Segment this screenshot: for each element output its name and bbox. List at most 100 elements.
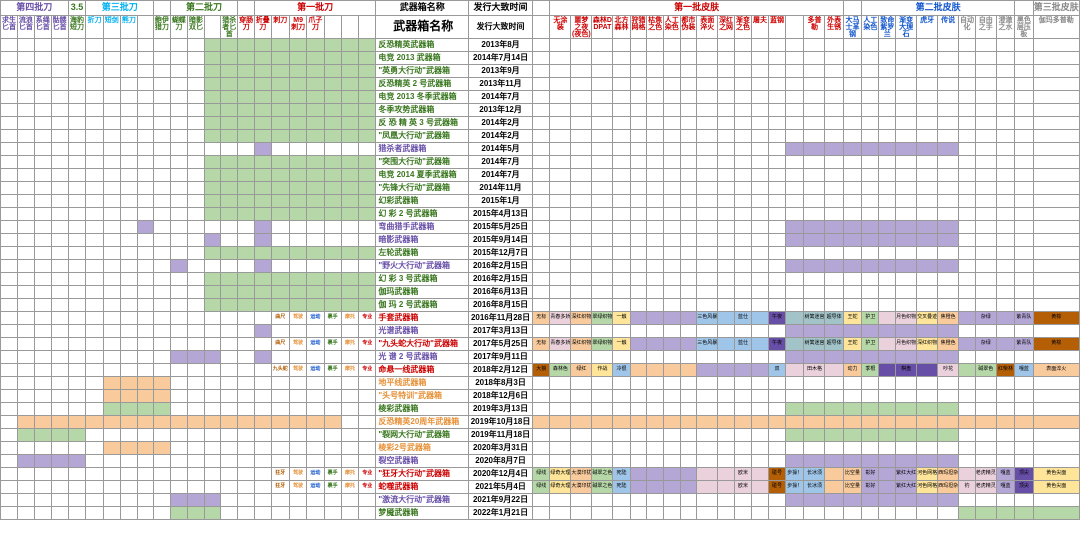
skin-cell — [975, 390, 996, 403]
skin-cell — [786, 52, 804, 65]
case-name-cell: "先锋大行动"武器箱 — [376, 182, 469, 195]
knife-cell — [1, 78, 18, 91]
knife-cell — [170, 260, 187, 273]
skin-cell — [613, 234, 630, 247]
skin-cell — [1033, 117, 1079, 130]
skin-cell — [1015, 195, 1033, 208]
case-name-cell: 梦魇武器箱 — [376, 507, 469, 520]
skin-cell — [571, 169, 592, 182]
knife-cell — [68, 247, 86, 260]
knife-cell — [187, 481, 204, 494]
skin-column-header: 森林DDPAT — [592, 16, 613, 39]
knife-cell — [359, 143, 376, 156]
knife-cell — [138, 91, 154, 104]
skin-cell — [718, 247, 735, 260]
knife-cell — [238, 338, 255, 351]
skin-cell: 绿奇大理 — [550, 481, 571, 494]
knife-cell — [103, 273, 120, 286]
skin-cell: 三色风暴 — [697, 312, 718, 325]
knife-cell — [68, 91, 86, 104]
knife-cell — [17, 481, 34, 494]
skin-cell — [663, 117, 680, 130]
skin-cell — [718, 182, 735, 195]
skin-cell — [550, 403, 571, 416]
skin-cell — [571, 234, 592, 247]
knife-cell — [341, 169, 358, 182]
knife-cell — [359, 117, 376, 130]
knife-cell — [86, 416, 103, 429]
skin-cell — [533, 403, 550, 416]
knife-cell — [170, 39, 187, 52]
knife-cell — [51, 234, 68, 247]
skin-cell — [592, 221, 613, 234]
skin-cell — [959, 442, 976, 455]
knife-cell — [205, 455, 221, 468]
skin-cell — [938, 351, 959, 364]
knife-cell — [103, 416, 120, 429]
knife-cell — [154, 468, 171, 481]
knife-cell — [51, 65, 68, 78]
skin-cell — [752, 247, 769, 260]
skin-cell — [571, 143, 592, 156]
knife-cell — [254, 468, 271, 481]
skin-cell — [896, 507, 917, 520]
knife-cell — [17, 351, 34, 364]
skin-cell — [843, 221, 861, 234]
skin-cell — [959, 351, 976, 364]
knife-cell: 摩托 — [341, 312, 358, 325]
knife-cell — [289, 260, 306, 273]
skin-cell — [718, 390, 735, 403]
skin-cell — [663, 403, 680, 416]
date-cell: 2013年12月 — [469, 104, 533, 117]
knife-cell — [254, 78, 271, 91]
skin-cell — [752, 351, 769, 364]
skin-cell — [786, 104, 804, 117]
skin-cell — [768, 286, 785, 299]
skin-column-header: 都市伪装 — [680, 16, 697, 39]
knife-cell — [154, 78, 171, 91]
knife-cell — [120, 442, 137, 455]
knife-cell: 专业 — [359, 481, 376, 494]
skin-cell — [917, 286, 938, 299]
skin-cell — [630, 390, 647, 403]
skin-cell — [879, 442, 896, 455]
skin-cell — [879, 104, 896, 117]
skin-cell — [804, 117, 825, 130]
knife-cell — [221, 403, 238, 416]
skin-cell — [825, 78, 843, 91]
skin-cell — [804, 260, 825, 273]
knife-cell — [34, 507, 51, 520]
knife-cell — [86, 78, 103, 91]
knife-cell — [1, 104, 18, 117]
skin-cell — [592, 52, 613, 65]
skin-cell — [843, 52, 861, 65]
knife-cell — [205, 286, 221, 299]
knife-cell — [51, 468, 68, 481]
skin-cell — [996, 338, 1014, 351]
skin-cell — [975, 221, 996, 234]
knife-cell — [51, 403, 68, 416]
skin-cell — [630, 78, 647, 91]
knife-cell — [359, 299, 376, 312]
knife-cell — [271, 208, 289, 221]
knife-cell — [187, 299, 204, 312]
skin-cell — [879, 182, 896, 195]
knife-cell — [17, 182, 34, 195]
skin-cell — [804, 52, 825, 65]
knife-cell — [359, 91, 376, 104]
knife-cell — [154, 364, 171, 377]
skin-cell — [647, 442, 664, 455]
skin-cell — [786, 442, 804, 455]
skin-cell — [768, 403, 785, 416]
knife-cell — [170, 104, 187, 117]
group-header: 第二批皮肤 — [862, 1, 1015, 16]
knife-cell — [187, 104, 204, 117]
knife-cell — [238, 195, 255, 208]
knife-cell — [17, 247, 34, 260]
knife-cell — [34, 208, 51, 221]
skin-cell — [571, 416, 592, 429]
skin-cell — [571, 130, 592, 143]
case-row: 左轮武器箱2015年12月7日 — [1, 247, 1080, 260]
skin-cell — [718, 403, 735, 416]
skin-cell — [862, 416, 879, 429]
